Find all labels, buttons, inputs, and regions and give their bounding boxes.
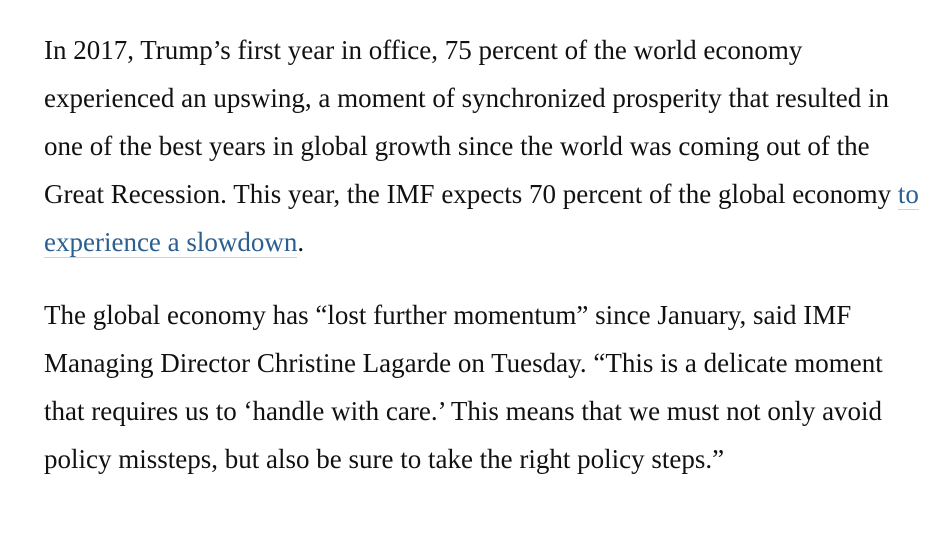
article-body: In 2017, Trump’s first year in office, 7… [44,26,924,483]
paragraph-1-text: In 2017, Trump’s first year in office, 7… [44,35,898,209]
slowdown-link[interactable]: to experience a slowdown [44,179,919,258]
paragraph-2-text: The global economy has “lost further mom… [44,300,883,474]
paragraph-2: The global economy has “lost further mom… [44,291,924,483]
paragraph-1-end: . [297,227,305,257]
paragraph-1: In 2017, Trump’s first year in office, 7… [44,26,924,266]
